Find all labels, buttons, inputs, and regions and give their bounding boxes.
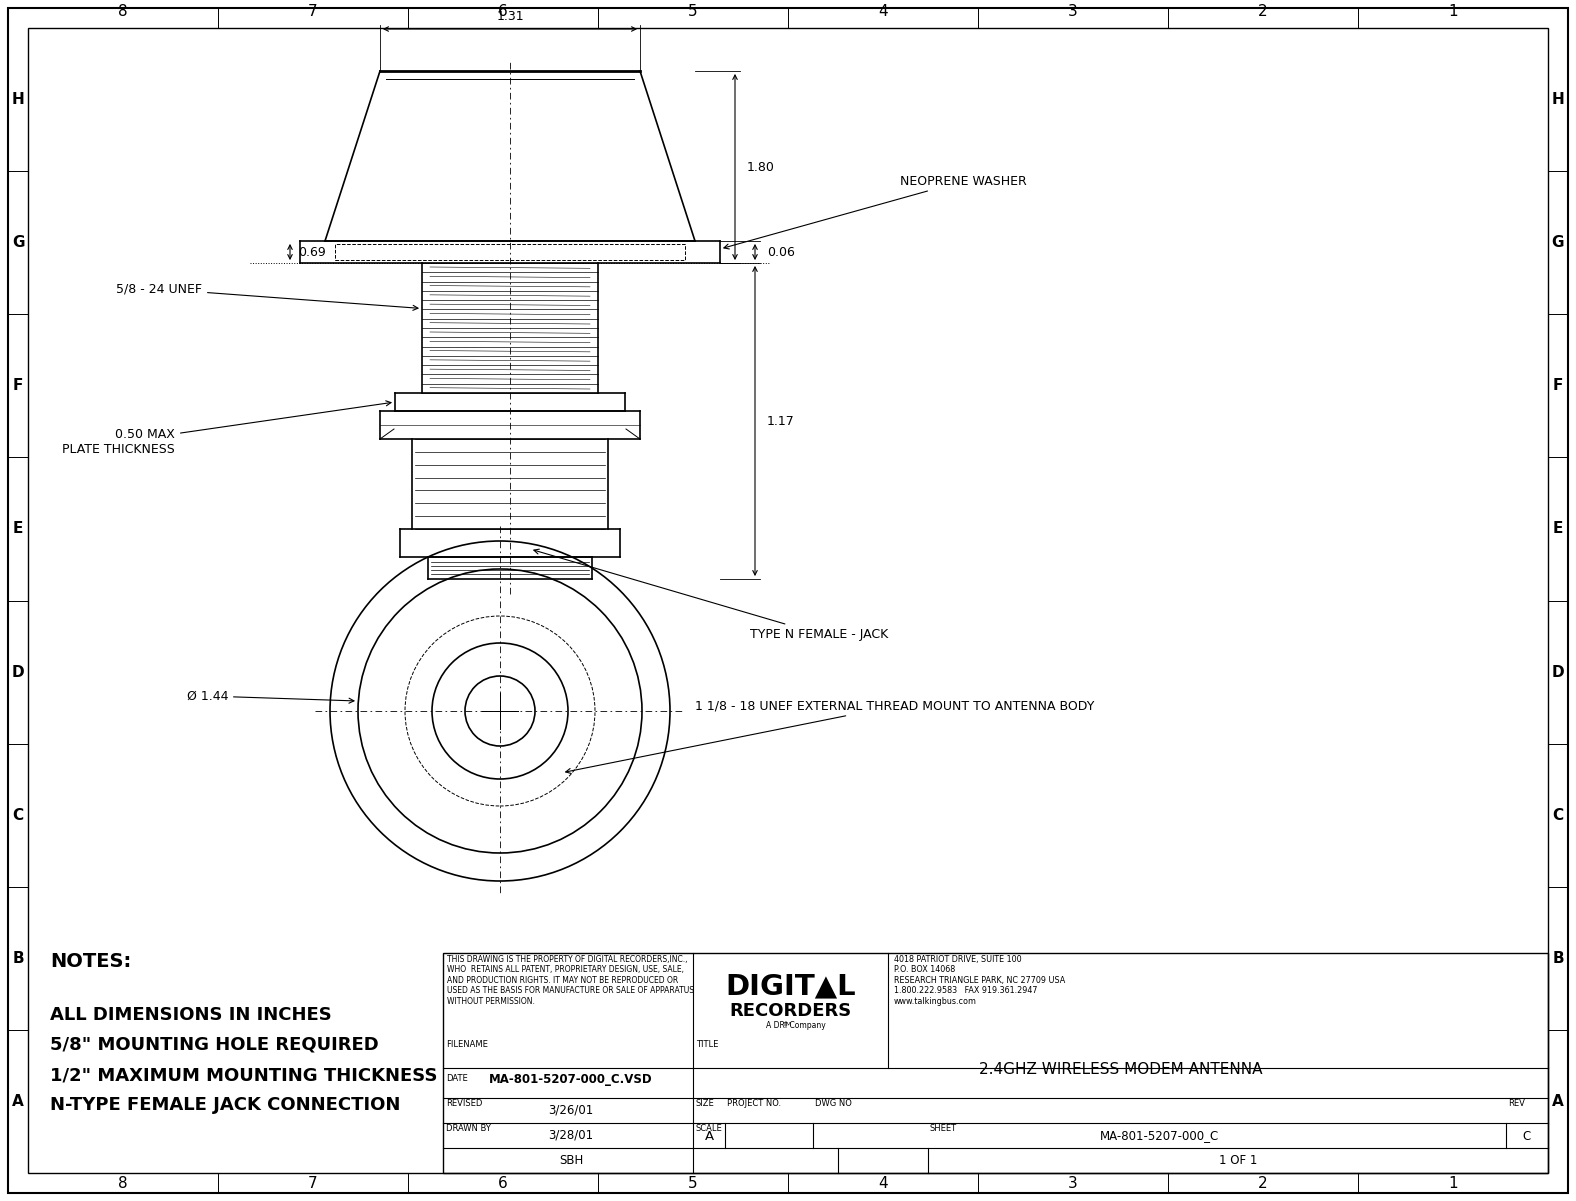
Text: 6: 6 <box>498 1176 507 1190</box>
Text: 5/8" MOUNTING HOLE REQUIRED: 5/8" MOUNTING HOLE REQUIRED <box>50 1036 378 1054</box>
Bar <box>336 244 686 259</box>
Text: DRAWN BY: DRAWN BY <box>446 1124 490 1133</box>
Text: 8: 8 <box>118 1176 128 1190</box>
Text: SIZE: SIZE <box>695 1099 714 1109</box>
Text: E: E <box>13 521 24 537</box>
Text: B: B <box>13 951 24 966</box>
Text: SHEET: SHEET <box>930 1124 957 1133</box>
Text: A: A <box>704 1129 714 1142</box>
Text: B: B <box>1552 951 1563 966</box>
Text: C: C <box>13 808 24 823</box>
Text: G: G <box>1552 235 1565 250</box>
Text: 4018 PATRIOT DRIVE, SUITE 100
P.O. BOX 14068
RESEARCH TRIANGLE PARK, NC 27709 US: 4018 PATRIOT DRIVE, SUITE 100 P.O. BOX 1… <box>894 955 1065 1005</box>
Text: DIGIT▲L: DIGIT▲L <box>725 972 856 1000</box>
Text: 3/26/01: 3/26/01 <box>548 1104 594 1117</box>
Text: 0.06: 0.06 <box>768 245 794 258</box>
Text: DATE: DATE <box>446 1074 468 1083</box>
Text: A: A <box>1552 1094 1563 1109</box>
Text: 1.31: 1.31 <box>496 10 523 23</box>
Text: RECORDERS: RECORDERS <box>730 1002 851 1020</box>
Text: THIS DRAWING IS THE PROPERTY OF DIGITAL RECORDERS,INC.,
WHO  RETAINS ALL PATENT,: THIS DRAWING IS THE PROPERTY OF DIGITAL … <box>448 955 693 1005</box>
Text: A: A <box>13 1094 24 1109</box>
Text: 3/28/01: 3/28/01 <box>548 1129 594 1141</box>
Text: NEOPRENE WASHER: NEOPRENE WASHER <box>723 174 1026 249</box>
Text: 1 1/8 - 18 UNEF EXTERNAL THREAD MOUNT TO ANTENNA BODY: 1 1/8 - 18 UNEF EXTERNAL THREAD MOUNT TO… <box>566 699 1094 773</box>
Text: TYPE N FEMALE - JACK: TYPE N FEMALE - JACK <box>534 549 889 640</box>
Text: MA-801-5207-000_C: MA-801-5207-000_C <box>1100 1129 1220 1142</box>
Text: FILENAME: FILENAME <box>446 1040 489 1048</box>
Text: 5: 5 <box>689 1176 698 1190</box>
Text: G: G <box>11 235 24 250</box>
Text: PROJECT NO.: PROJECT NO. <box>727 1099 782 1109</box>
Text: F: F <box>13 378 24 393</box>
Text: 5/8 - 24 UNEF: 5/8 - 24 UNEF <box>117 282 418 310</box>
Text: 2: 2 <box>1258 1176 1267 1190</box>
Text: 1: 1 <box>1448 1176 1458 1190</box>
Text: 1.80: 1.80 <box>747 161 775 173</box>
Text: D: D <box>11 664 24 680</box>
Text: MA-801-5207-000_C.VSD: MA-801-5207-000_C.VSD <box>489 1074 652 1087</box>
Text: 1 OF 1: 1 OF 1 <box>1218 1153 1258 1166</box>
Text: DWG NO: DWG NO <box>815 1099 853 1109</box>
Text: H: H <box>1552 92 1565 107</box>
Text: 0.50 MAX
PLATE THICKNESS: 0.50 MAX PLATE THICKNESS <box>61 401 391 456</box>
Text: H: H <box>11 92 24 107</box>
Text: ALL DIMENSIONS IN INCHES: ALL DIMENSIONS IN INCHES <box>50 1006 333 1024</box>
Text: TM: TM <box>783 1022 791 1028</box>
Text: NOTES:: NOTES: <box>50 952 131 970</box>
Text: 0.69: 0.69 <box>298 245 326 258</box>
Text: 7: 7 <box>309 1176 318 1190</box>
Text: 8: 8 <box>118 4 128 18</box>
Text: REVISED: REVISED <box>446 1099 482 1109</box>
Text: E: E <box>1552 521 1563 537</box>
Text: C: C <box>1552 808 1563 823</box>
Text: TITLE: TITLE <box>697 1040 719 1048</box>
Text: 2.4GHZ WIRELESS MODEM ANTENNA: 2.4GHZ WIRELESS MODEM ANTENNA <box>979 1063 1262 1077</box>
Text: REV: REV <box>1508 1099 1526 1109</box>
Text: F: F <box>1552 378 1563 393</box>
Text: 1.17: 1.17 <box>768 414 794 428</box>
Text: SBH: SBH <box>559 1153 583 1166</box>
Text: 1/2" MAXIMUM MOUNTING THICKNESS: 1/2" MAXIMUM MOUNTING THICKNESS <box>50 1066 438 1085</box>
Text: 5: 5 <box>689 4 698 18</box>
Text: 7: 7 <box>309 4 318 18</box>
Text: 3: 3 <box>1069 1176 1078 1190</box>
Text: D: D <box>1552 664 1565 680</box>
Text: N-TYPE FEMALE JACK CONNECTION: N-TYPE FEMALE JACK CONNECTION <box>50 1097 400 1115</box>
Text: 4: 4 <box>878 4 887 18</box>
Text: Ø 1.44: Ø 1.44 <box>186 689 355 704</box>
Text: SCALE: SCALE <box>695 1124 722 1133</box>
Text: 6: 6 <box>498 4 507 18</box>
Text: 2: 2 <box>1258 4 1267 18</box>
Text: 4: 4 <box>878 1176 887 1190</box>
Text: C: C <box>1522 1129 1532 1142</box>
Text: A DRI Company: A DRI Company <box>766 1021 826 1029</box>
Bar <box>443 954 1548 1173</box>
Text: 1: 1 <box>1448 4 1458 18</box>
Text: 3: 3 <box>1069 4 1078 18</box>
